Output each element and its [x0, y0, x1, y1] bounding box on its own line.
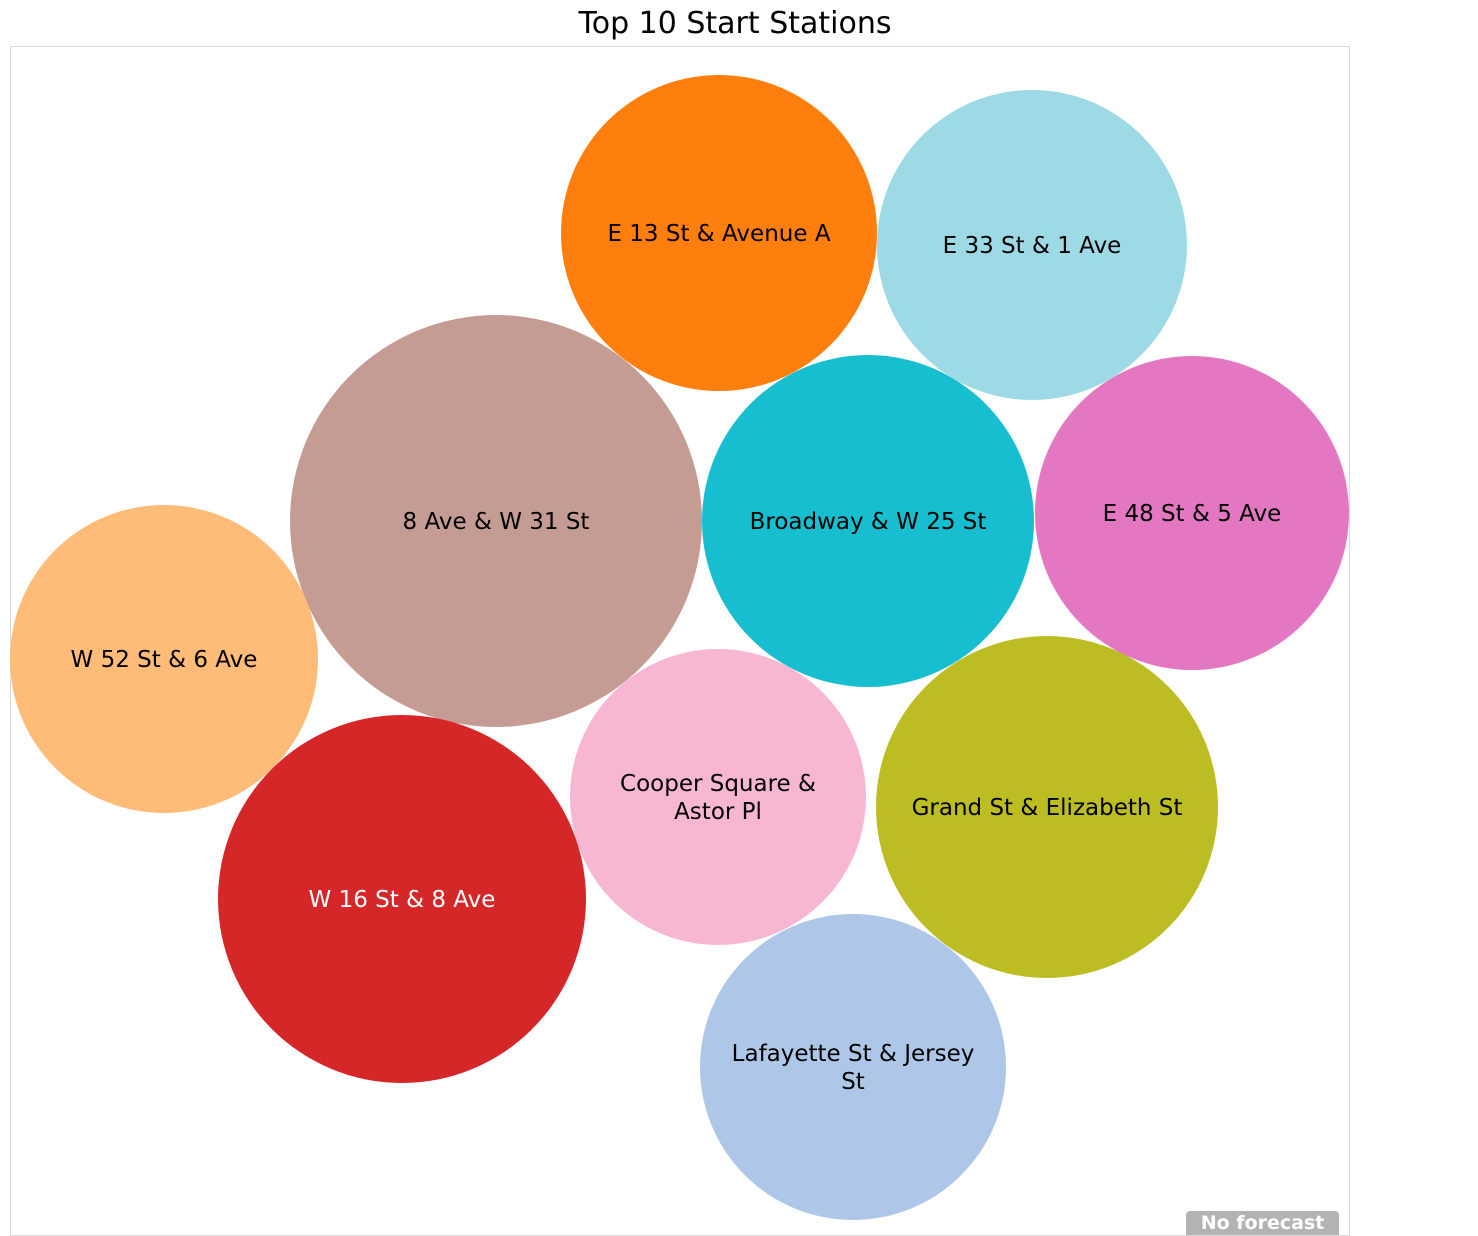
bubble-label: Lafayette St & Jersey St: [732, 1041, 975, 1095]
bubble-label: Broadway & W 25 St: [750, 509, 987, 535]
bubble-4[interactable]: E 48 St & 5 Ave: [1035, 356, 1349, 670]
chart-title: Top 10 Start Stations: [578, 6, 892, 41]
bubble-circle[interactable]: [218, 715, 586, 1083]
bubble-6[interactable]: Cooper Square & Astor Pl: [570, 649, 866, 945]
bubble-label: E 33 St & 1 Ave: [943, 233, 1122, 259]
bubble-3[interactable]: Broadway & W 25 St: [702, 355, 1034, 687]
bubble-label: W 52 St & 6 Ave: [71, 647, 258, 673]
bubble-circle[interactable]: [1035, 356, 1349, 670]
bubble-circle[interactable]: [10, 505, 318, 813]
bubble-label: E 13 St & Avenue A: [607, 221, 830, 247]
bubble-circle[interactable]: [702, 355, 1034, 687]
no-forecast-badge: No forecast: [1186, 1211, 1339, 1235]
bubble-label: 8 Ave & W 31 St: [403, 509, 590, 535]
bubble-9[interactable]: Lafayette St & Jersey St: [700, 914, 1006, 1220]
bubble-circle[interactable]: [290, 315, 702, 727]
bubble-2[interactable]: 8 Ave & W 31 St: [290, 315, 702, 727]
bubble-label: Cooper Square & Astor Pl: [620, 771, 816, 825]
bubble-8[interactable]: W 16 St & 8 Ave: [218, 715, 586, 1083]
bubble-circle[interactable]: [561, 75, 877, 391]
bubble-circle[interactable]: [876, 636, 1218, 978]
bubble-7[interactable]: Grand St & Elizabeth St: [876, 636, 1218, 978]
bubble-5[interactable]: W 52 St & 6 Ave: [10, 505, 318, 813]
bubble-circle[interactable]: [570, 649, 866, 945]
bubble-0[interactable]: E 13 St & Avenue A: [561, 75, 877, 391]
bubble-label: W 16 St & 8 Ave: [309, 887, 496, 913]
bubble-1[interactable]: E 33 St & 1 Ave: [877, 90, 1187, 400]
bubble-label: E 48 St & 5 Ave: [1103, 501, 1282, 527]
bubble-circle[interactable]: [700, 914, 1006, 1220]
bubble-circle[interactable]: [877, 90, 1187, 400]
bubble-label: Grand St & Elizabeth St: [912, 795, 1183, 821]
